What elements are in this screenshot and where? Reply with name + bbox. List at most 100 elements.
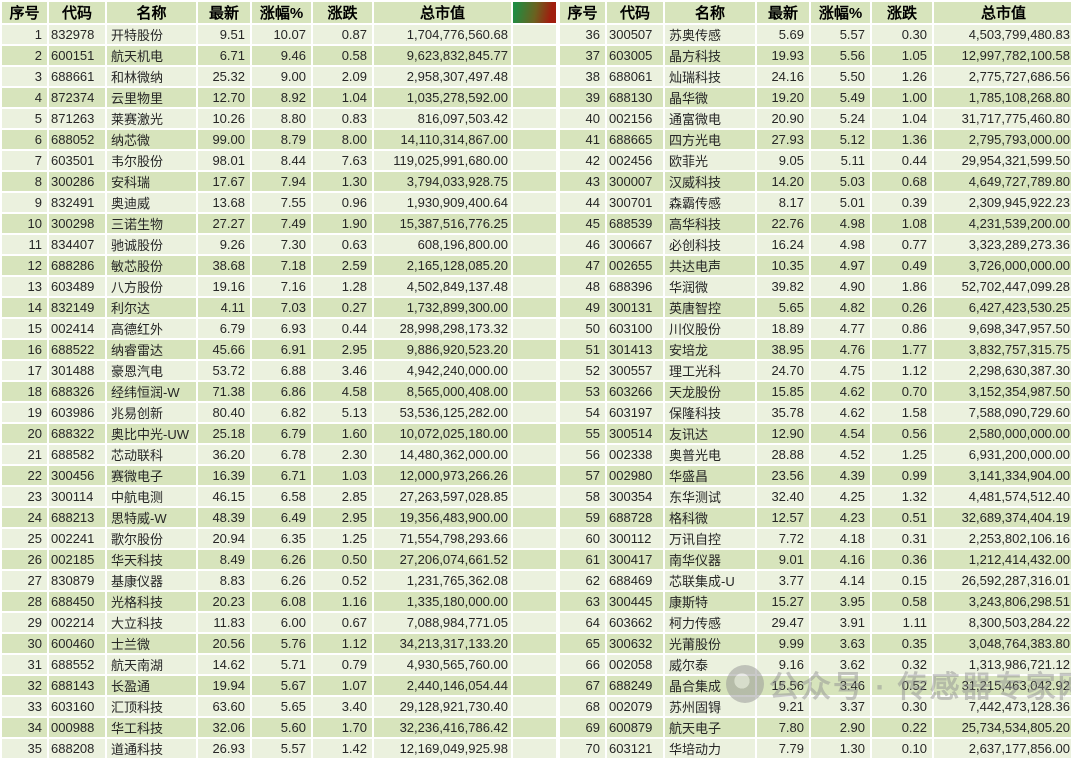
cell-seq: 70 <box>558 737 607 760</box>
cell-last: 9.99 <box>755 632 811 655</box>
cell-pct: 8.80 <box>250 107 313 130</box>
cell-code: 603197 <box>605 401 665 424</box>
cell-code: 688326 <box>47 380 107 403</box>
cell-last: 6.71 <box>196 44 252 67</box>
cell-last: 35.78 <box>755 401 811 424</box>
cell-last: 32.06 <box>196 716 252 739</box>
cell-pct: 6.93 <box>250 317 313 340</box>
cell-last: 12.70 <box>196 86 252 109</box>
cell-last: 7.79 <box>755 737 811 760</box>
cell-last: 9.21 <box>755 695 811 718</box>
cell-cap: 1,035,278,592.00 <box>372 86 513 109</box>
header-row: 序号 代码 名称 最新 涨幅% 涨跌 总市值 <box>558 0 1071 25</box>
cell-cap: 3,243,806,298.51 <box>932 590 1071 613</box>
cell-seq: 47 <box>558 254 607 277</box>
cell-chg: 1.30 <box>311 170 374 193</box>
cell-name: 三诺生物 <box>105 212 198 235</box>
cell-pct: 6.58 <box>250 485 313 508</box>
cell-code: 300298 <box>47 212 107 235</box>
cell-chg: 0.67 <box>311 611 374 634</box>
cell-name: 和林微纳 <box>105 65 198 88</box>
cell-cap: 4,649,727,789.80 <box>932 170 1071 193</box>
cell-cap: 71,554,798,293.66 <box>372 527 513 550</box>
cell-name: 思特威-W <box>105 506 198 529</box>
trend-gradient-swatch <box>511 65 558 88</box>
cell-code: 688061 <box>605 65 665 88</box>
cell-chg: 0.35 <box>870 632 934 655</box>
table-row: 28 688450 光格科技 20.23 6.08 1.16 1,335,180,000.0… <box>0 590 558 613</box>
cell-pct: 4.14 <box>809 569 872 592</box>
cell-pct: 7.18 <box>250 254 313 277</box>
table-row: 36 300507 苏奥传感 5.69 5.57 0.30 4,503,799,480.83 <box>558 23 1071 46</box>
cell-seq: 27 <box>0 569 49 592</box>
table-row: 11 834407 驰诚股份 9.26 7.30 0.63 608,196,800.00 <box>0 233 558 256</box>
table-row: 18 688326 经纬恒润-W 71.38 6.86 4.58 8,565,000,408… <box>0 380 558 403</box>
cell-chg: 0.27 <box>311 296 374 319</box>
cell-pct: 3.95 <box>809 590 872 613</box>
cell-pct: 8.92 <box>250 86 313 109</box>
cell-seq: 49 <box>558 296 607 319</box>
table-row: 4 872374 云里物里 12.70 8.92 1.04 1,035,278,592.00 <box>0 86 558 109</box>
cell-name: 川仪股份 <box>663 317 757 340</box>
cell-code: 300112 <box>605 527 665 550</box>
cell-name: 华盛昌 <box>663 464 757 487</box>
cell-cap: 29,954,321,599.50 <box>932 149 1071 172</box>
cell-seq: 59 <box>558 506 607 529</box>
cell-name: 苏州固锝 <box>663 695 757 718</box>
cell-cap: 6,427,423,530.25 <box>932 296 1071 319</box>
cell-seq: 3 <box>0 65 49 88</box>
cell-pct: 4.98 <box>809 212 872 235</box>
cell-seq: 66 <box>558 653 607 676</box>
cell-seq: 1 <box>0 23 49 46</box>
cell-name: 柯力传感 <box>663 611 757 634</box>
trend-gradient-swatch <box>511 254 558 277</box>
cell-pct: 5.12 <box>809 128 872 151</box>
cell-chg: 7.63 <box>311 149 374 172</box>
cell-last: 8.17 <box>755 191 811 214</box>
cell-last: 20.23 <box>196 590 252 613</box>
cell-last: 5.69 <box>755 23 811 46</box>
table-row: 27 830879 基康仪器 8.83 6.26 0.52 1,231,765,362.08 <box>0 569 558 592</box>
trend-gradient-swatch <box>511 569 558 592</box>
trend-gradient-swatch <box>511 317 558 340</box>
cell-chg: 1.58 <box>870 401 934 424</box>
cell-name: 纳睿雷达 <box>105 338 198 361</box>
cell-name: 奥普光电 <box>663 443 757 466</box>
table-row: 58 300354 东华测试 32.40 4.25 1.32 4,481,574,512.4… <box>558 485 1071 508</box>
cell-code: 688469 <box>605 569 665 592</box>
cell-seq: 4 <box>0 86 49 109</box>
cell-last: 12.90 <box>755 422 811 445</box>
cell-cap: 3,832,757,315.75 <box>932 338 1071 361</box>
cell-seq: 15 <box>0 317 49 340</box>
cell-name: 纳芯微 <box>105 128 198 151</box>
cell-pct: 4.90 <box>809 275 872 298</box>
cell-name: 必创科技 <box>663 233 757 256</box>
cell-code: 603160 <box>47 695 107 718</box>
cell-name: 森霸传感 <box>663 191 757 214</box>
cell-seq: 6 <box>0 128 49 151</box>
table-row: 9 832491 奥迪威 13.68 7.55 0.96 1,930,909,400.64 <box>0 191 558 214</box>
cell-pct: 4.23 <box>809 506 872 529</box>
cell-last: 15.56 <box>755 674 811 697</box>
cell-seq: 11 <box>0 233 49 256</box>
cell-code: 300701 <box>605 191 665 214</box>
cell-cap: 19,356,483,900.00 <box>372 506 513 529</box>
table-row: 21 688582 芯动联科 36.20 6.78 2.30 14,480,362,000.… <box>0 443 558 466</box>
cell-seq: 18 <box>0 380 49 403</box>
cell-last: 26.93 <box>196 737 252 760</box>
cell-pct: 5.49 <box>809 86 872 109</box>
cell-name: 安科瑞 <box>105 170 198 193</box>
cell-name: 晶方科技 <box>663 44 757 67</box>
cell-pct: 6.82 <box>250 401 313 424</box>
cell-name: 敏芯股份 <box>105 254 198 277</box>
trend-gradient-swatch <box>511 86 558 109</box>
cell-pct: 8.79 <box>250 128 313 151</box>
cell-chg: 2.95 <box>311 338 374 361</box>
table-row: 37 603005 晶方科技 19.93 5.56 1.05 12,997,782,100.… <box>558 44 1071 67</box>
cell-seq: 24 <box>0 506 49 529</box>
table-row: 8 300286 安科瑞 17.67 7.94 1.30 3,794,033,928.75 <box>0 170 558 193</box>
cell-chg: 0.83 <box>311 107 374 130</box>
cell-pct: 5.57 <box>250 737 313 760</box>
table-row: 23 300114 中航电测 46.15 6.58 2.85 27,263,597,028.… <box>0 485 558 508</box>
cell-cap: 2,309,945,922.23 <box>932 191 1071 214</box>
